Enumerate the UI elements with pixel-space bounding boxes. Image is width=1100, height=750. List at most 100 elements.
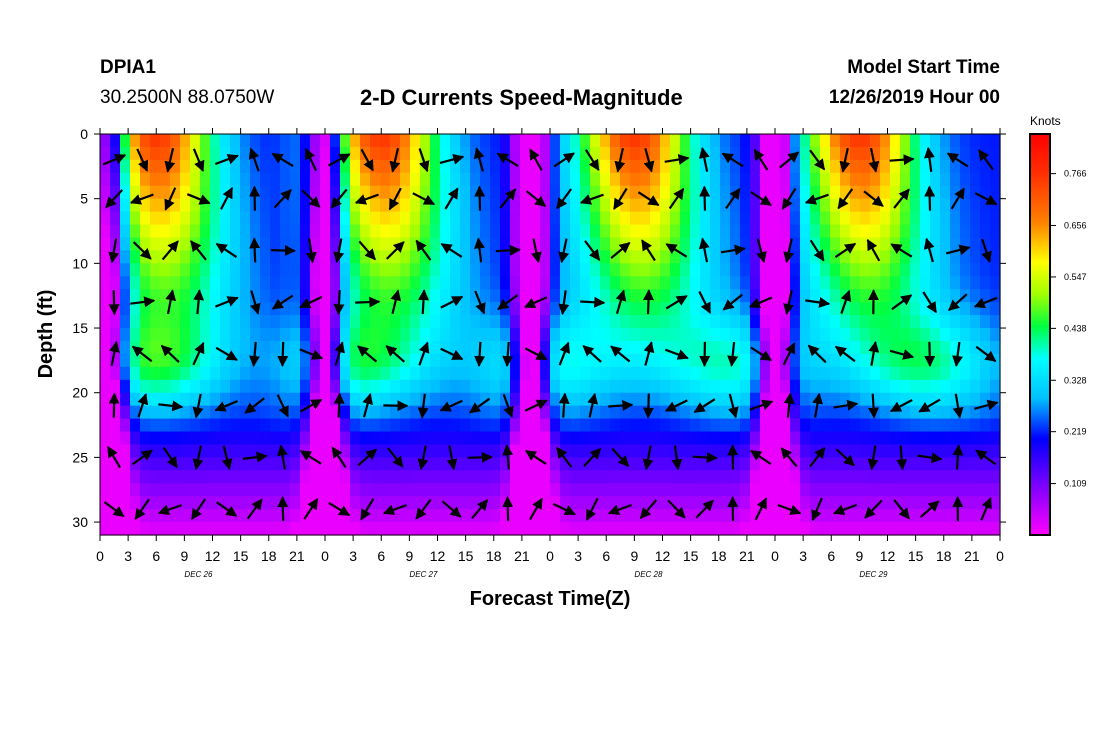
heatmap-cell — [780, 457, 791, 471]
heatmap-cell — [130, 418, 141, 433]
heatmap-cell — [650, 250, 661, 264]
heatmap-cell — [100, 470, 111, 484]
heatmap-cell — [660, 172, 671, 187]
heatmap-cell — [600, 379, 611, 394]
current-arrow — [809, 239, 825, 262]
heatmap-cell — [690, 146, 701, 161]
heatmap-cell — [900, 146, 911, 161]
heatmap-cell — [230, 405, 241, 420]
heatmap-cell — [630, 470, 641, 484]
heatmap-cell — [570, 366, 581, 381]
heatmap-cell — [440, 522, 451, 536]
heatmap-cell — [540, 366, 551, 381]
heatmap-cell — [930, 172, 941, 187]
heatmap-cell — [700, 483, 711, 497]
heatmap-cell — [550, 405, 561, 420]
heatmap-cell — [400, 211, 411, 226]
heatmap-cell — [150, 431, 161, 446]
heatmap-cell — [980, 483, 991, 497]
heatmap-cell — [190, 470, 201, 484]
x-tick-label: 18 — [486, 548, 502, 564]
heatmap-cell — [450, 328, 461, 342]
heatmap-cell — [560, 224, 571, 239]
heatmap-cell — [600, 276, 611, 290]
heatmap-cell — [190, 198, 201, 213]
heatmap-cell — [100, 237, 111, 252]
heatmap-cell — [800, 302, 811, 316]
heatmap-cell — [350, 483, 361, 497]
heatmap-cell — [380, 328, 391, 342]
heatmap-cell — [930, 224, 941, 239]
heatmap-cell — [330, 366, 341, 381]
heatmap-cell — [550, 340, 561, 355]
heatmap-cell — [860, 211, 871, 226]
heatmap-cell — [290, 392, 301, 407]
heatmap-cell — [960, 522, 971, 536]
heatmap-cell — [350, 328, 361, 342]
heatmap-cell — [740, 289, 751, 303]
heatmap-cell — [630, 353, 641, 368]
heatmap-cell — [130, 198, 141, 213]
current-arrow — [333, 238, 345, 264]
current-arrow — [137, 393, 149, 418]
heatmap-cell — [260, 353, 271, 368]
heatmap-cell — [640, 483, 651, 497]
heatmap-cell — [410, 211, 421, 226]
heatmap-cell — [450, 470, 461, 484]
x-tick-label: 0 — [96, 548, 104, 564]
heatmap-cell — [860, 159, 871, 174]
heatmap-cell — [550, 328, 561, 342]
heatmap-cell — [610, 185, 621, 200]
current-arrow — [835, 448, 855, 467]
heatmap-cell — [900, 444, 911, 458]
heatmap-cell — [740, 418, 751, 433]
heatmap-cell — [970, 392, 981, 407]
current-arrow — [440, 347, 464, 361]
heatmap-cell — [970, 263, 981, 277]
day-label: DEC 27 — [409, 570, 438, 579]
heatmap-cell — [340, 237, 351, 252]
heatmap-cell — [150, 146, 161, 161]
heatmap-cell — [960, 159, 971, 174]
heatmap-cell — [830, 237, 841, 252]
heatmap-cell — [360, 328, 371, 342]
heatmap-cell — [490, 315, 501, 329]
heatmap-cell — [250, 522, 261, 536]
heatmap-cell — [860, 172, 871, 187]
current-arrow — [523, 296, 548, 309]
heatmap-cell — [800, 340, 811, 355]
current-arrow — [837, 188, 854, 210]
heatmap-cell — [310, 379, 321, 394]
heatmap-cell — [210, 522, 221, 536]
current-arrow — [978, 149, 994, 171]
heatmap-cell — [240, 379, 251, 394]
heatmap-cell — [930, 340, 941, 355]
heatmap-cell — [900, 134, 911, 148]
heatmap-cell — [680, 483, 691, 497]
heatmap-cell — [850, 483, 861, 497]
heatmap-cell — [190, 263, 201, 277]
heatmap-cell — [180, 159, 191, 174]
heatmap-cell — [570, 470, 581, 484]
heatmap-cell — [440, 328, 451, 342]
heatmap-cell — [390, 134, 401, 148]
heatmap-cell — [600, 418, 611, 433]
heatmap-cell — [570, 379, 581, 394]
heatmap-cell — [450, 496, 461, 510]
heatmap-cell — [380, 250, 391, 264]
heatmap-cell — [690, 483, 701, 497]
heatmap-cell — [990, 522, 1001, 536]
heatmap-cell — [810, 379, 821, 394]
heatmap-cell — [480, 392, 491, 407]
heatmap-cell — [220, 366, 231, 381]
heatmap-cell — [360, 276, 371, 290]
y-tick-label: 10 — [72, 255, 88, 271]
heatmap-cell — [740, 340, 751, 355]
heatmap-cell — [500, 198, 511, 213]
heatmap-cell — [450, 263, 461, 277]
current-arrow — [525, 190, 547, 208]
heatmap-cell — [630, 289, 641, 303]
heatmap-cell — [770, 159, 781, 174]
heatmap-cell — [570, 211, 581, 226]
current-arrow — [277, 444, 288, 470]
